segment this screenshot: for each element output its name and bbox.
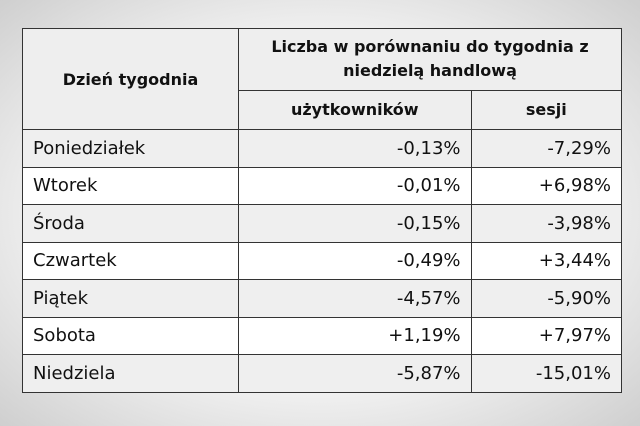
day-cell: Poniedziałek: [22, 129, 239, 168]
value-cell: -5,87%: [238, 354, 472, 393]
value-cell: -0,15%: [238, 204, 472, 243]
day-cell: Piątek: [22, 279, 239, 318]
value-cell: -0,49%: [238, 241, 472, 280]
table-row: Poniedziałek -0,13% -7,29%: [22, 129, 623, 168]
value-cell: -0,13%: [238, 129, 472, 168]
table-header: Dzień tygodnia Liczba w porównaniu do ty…: [22, 28, 623, 131]
header-row: Dzień tygodnia Liczba w porównaniu do ty…: [22, 28, 622, 130]
value-cell: -5,90%: [470, 279, 623, 318]
value-cell: -4,57%: [238, 279, 472, 318]
value-cell: +7,97%: [470, 316, 623, 355]
day-cell: Sobota: [22, 316, 239, 355]
day-cell: Czwartek: [22, 241, 239, 280]
table-row: Środa -0,15% -3,98%: [22, 204, 623, 243]
header-cell: użytkowników: [238, 89, 472, 131]
day-cell: Niedziela: [22, 354, 239, 393]
value-cell: -0,01%: [238, 166, 472, 205]
value-cell: -7,29%: [470, 129, 623, 168]
value-cell: -15,01%: [470, 354, 623, 393]
header-row: użytkowników sesji: [23, 89, 623, 131]
table-row: Niedziela -5,87% -15,01%: [22, 354, 623, 393]
header-cell: Dzień tygodnia: [22, 28, 239, 130]
table-row: Piątek -4,57% -5,90%: [22, 279, 623, 318]
table-row: Czwartek -0,49% +3,44%: [22, 241, 623, 280]
day-cell: Środa: [22, 204, 239, 243]
header-cell: sesji: [470, 89, 623, 131]
value-cell: +6,98%: [470, 166, 623, 205]
table-row: Sobota +1,19% +7,97%: [22, 316, 623, 355]
value-cell: +3,44%: [470, 241, 623, 280]
table-body: Poniedziałek -0,13% -7,29% Wtorek -0,01% +6,9…: [22, 129, 623, 393]
table-wrapper: Dzień tygodnia Liczba w porównaniu do ty…: [22, 28, 623, 393]
value-cell: -3,98%: [470, 204, 623, 243]
day-cell: Wtorek: [22, 166, 239, 205]
data-table: Dzień tygodnia Liczba w porównaniu do ty…: [22, 28, 623, 393]
value-cell: +1,19%: [238, 316, 472, 355]
header-cell: Liczba w porównaniu do tygodnia z niedzi…: [238, 28, 622, 91]
table-row: Wtorek -0,01% +6,98%: [22, 166, 623, 205]
